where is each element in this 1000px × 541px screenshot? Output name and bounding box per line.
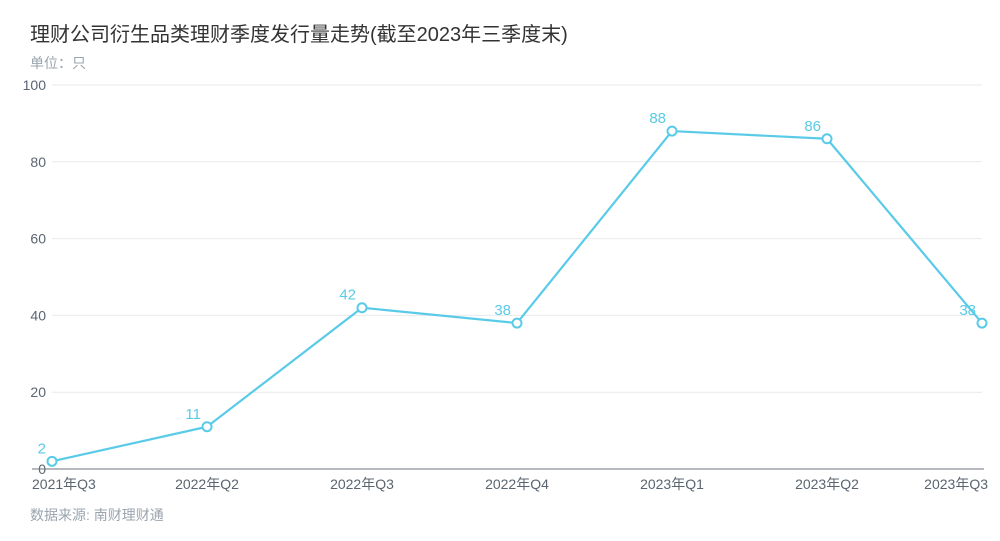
data-point — [358, 303, 367, 312]
x-tick-label: 2023年Q2 — [795, 476, 859, 492]
value-label: 42 — [339, 287, 356, 304]
chart-unit-label: 单位：只 — [30, 53, 990, 73]
y-tick-label: 40 — [30, 307, 46, 323]
value-label: 2 — [38, 440, 46, 457]
value-label: 11 — [185, 406, 201, 423]
chart-plot: 0204060801002021年Q32022年Q22022年Q32022年Q4… — [10, 77, 990, 497]
chart-footer: 数据来源: 南财理财通 — [30, 505, 990, 525]
y-tick-label: 60 — [30, 231, 46, 247]
x-tick-label: 2023年Q3 — [924, 476, 988, 492]
data-point — [823, 134, 832, 143]
y-tick-label: 100 — [23, 77, 47, 93]
value-label: 38 — [959, 302, 976, 319]
chart-title: 理财公司衍生品类理财季度发行量走势(截至2023年三季度末) — [30, 18, 990, 47]
x-tick-label: 2022年Q4 — [485, 476, 549, 492]
chart-container: 理财公司衍生品类理财季度发行量走势(截至2023年三季度末) 单位：只 0204… — [0, 0, 1000, 541]
x-tick-label: 2021年Q3 — [32, 476, 96, 492]
y-tick-label: 20 — [30, 384, 46, 400]
value-label: 86 — [804, 118, 821, 135]
data-point — [513, 319, 522, 328]
data-point — [978, 319, 987, 328]
x-tick-label: 2023年Q1 — [640, 476, 704, 492]
value-label: 88 — [649, 110, 666, 127]
line-chart-svg: 0204060801002021年Q32022年Q22022年Q32022年Q4… — [10, 77, 990, 497]
data-point — [48, 457, 57, 466]
data-point — [203, 422, 212, 431]
data-point — [668, 127, 677, 136]
x-tick-label: 2022年Q2 — [175, 476, 239, 492]
x-tick-label: 2022年Q3 — [330, 476, 394, 492]
value-label: 38 — [494, 302, 511, 319]
y-tick-label: 80 — [30, 154, 46, 170]
